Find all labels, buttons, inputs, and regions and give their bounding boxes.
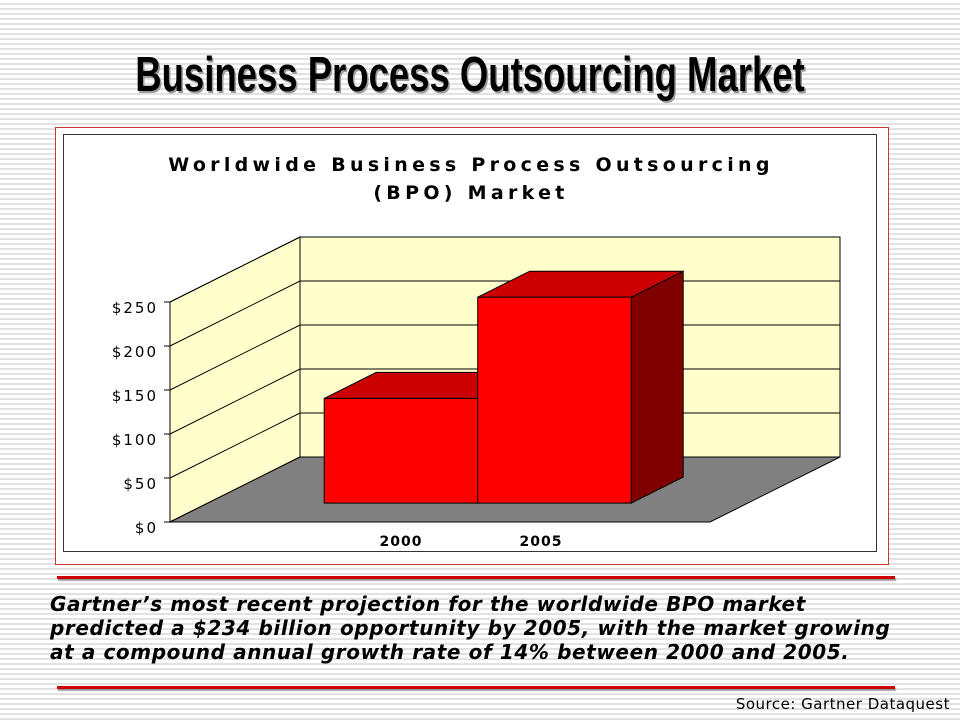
y-tick-label: $150 (112, 387, 158, 405)
x-tick-label: 2005 (520, 534, 563, 550)
bar-front-face (477, 296, 632, 504)
caption-line-3: at a compound annual growth rate of 14% … (50, 640, 850, 664)
y-tick-label: $50 (123, 475, 158, 493)
divider-line-bottom (57, 686, 895, 689)
caption-line-2: predicted a $234 billion opportunity by … (50, 616, 891, 640)
x-tick-label: 2000 (380, 534, 423, 550)
chart-title-line-1: Worldwide Business Process Outsourcing (168, 154, 774, 176)
chart-frame: Worldwide Business Process Outsourcing (… (63, 134, 877, 552)
bar-2005 (477, 270, 684, 504)
y-tick-label: $200 (112, 343, 158, 361)
divider-line-top (57, 576, 895, 579)
caption: Gartner’s most recent projection for the… (50, 592, 890, 664)
caption-line-1: Gartner’s most recent projection for the… (50, 592, 806, 616)
chart-title-line-2: (BPO) Market (373, 182, 568, 204)
y-tick-label: $100 (112, 431, 158, 449)
bar-front-face (323, 397, 479, 504)
plot-area: $0 $50 $100 $150 $200 $250 2000 2005 (112, 236, 841, 550)
y-tick-label: $250 (112, 299, 158, 317)
gridline (169, 236, 840, 303)
source-note: Source: Gartner Dataquest (735, 695, 950, 713)
y-tick-label: $0 (135, 519, 158, 537)
bar-chart: Worldwide Business Process Outsourcing (… (112, 154, 841, 550)
bar-side-face (630, 270, 684, 504)
chart-panel: Worldwide Business Process Outsourcing (… (55, 127, 889, 565)
slide-title: Business Process Outsourcing Market (135, 48, 805, 102)
